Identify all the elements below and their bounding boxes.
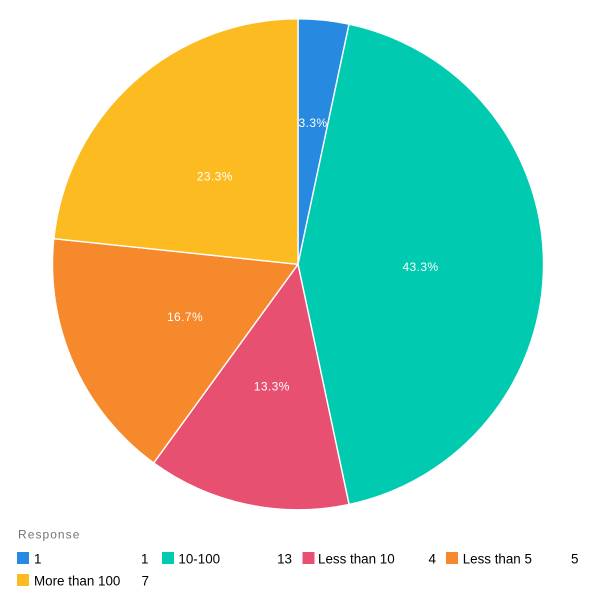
svg-text:1: 1 [34,552,41,567]
svg-text:3.3%: 3.3% [299,116,328,130]
svg-text:23.3%: 23.3% [197,170,233,184]
svg-text:1: 1 [141,552,148,567]
svg-text:5: 5 [571,552,578,567]
svg-text:13.3%: 13.3% [254,379,290,393]
svg-text:10-100: 10-100 [178,552,220,567]
svg-text:Less than 5: Less than 5 [463,552,532,567]
svg-text:More than 100: More than 100 [34,574,120,589]
svg-text:Response: Response [18,528,80,542]
svg-text:13: 13 [277,552,292,567]
svg-text:4: 4 [429,552,437,567]
svg-text:16.7%: 16.7% [167,310,203,324]
svg-text:43.3%: 43.3% [402,260,438,274]
svg-text:7: 7 [142,574,149,589]
svg-text:Less than 10: Less than 10 [318,552,395,567]
